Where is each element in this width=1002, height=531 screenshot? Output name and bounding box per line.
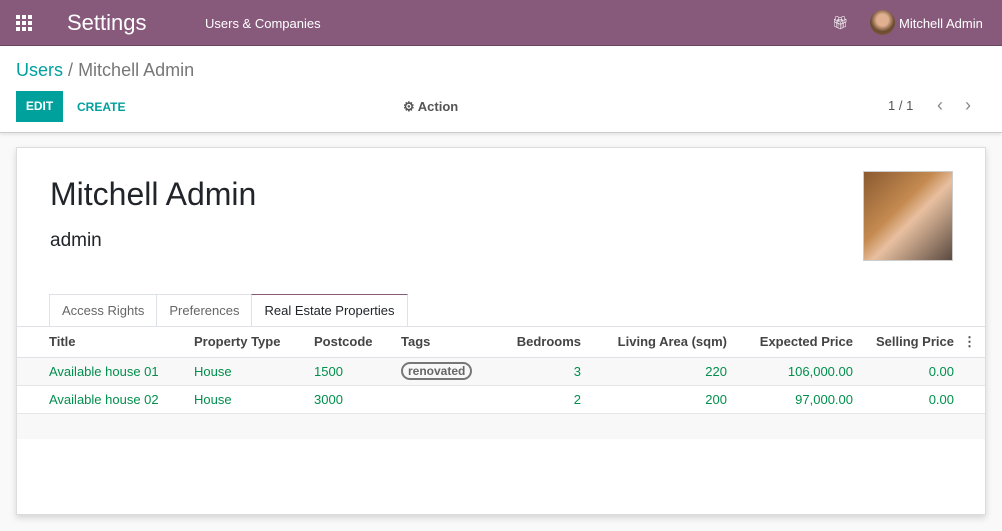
gift-icon[interactable]: 🎁︎ [832,15,849,30]
table-row[interactable]: Available house 02 House 3000 2 200 97,0… [17,385,985,414]
menu-users-companies[interactable]: Users & Companies [205,16,321,31]
cell-selling: 0.00 [853,357,954,386]
chevron-left-icon[interactable]: ‹ [937,95,943,115]
tab-divider [17,326,985,327]
tab-preferences[interactable]: Preferences [156,294,253,327]
user-name: Mitchell Admin [50,176,257,212]
pager-value[interactable]: 1 / 1 [888,98,914,113]
user-avatar[interactable] [870,10,895,35]
tag-badge: renovated [401,362,473,380]
user-photo [863,171,953,261]
col-postcode[interactable]: Postcode [314,327,401,358]
col-bedrooms[interactable]: Bedrooms [491,327,581,358]
cell-selling: 0.00 [853,385,954,414]
cell-area: 220 [581,357,727,386]
breadcrumb-users[interactable]: Users [16,60,64,80]
action-dropdown[interactable]: ⚙ Action [403,99,458,115]
action-label: Action [417,99,459,114]
table-header: Title Property Type Postcode Tags Bedroo… [17,327,985,358]
cell-area: 200 [581,385,727,414]
col-title[interactable]: Title [17,327,194,358]
breadcrumb: Users / Mitchell Admin [16,60,194,81]
cell-title: Available house 02 [17,385,194,414]
col-property-type[interactable]: Property Type [194,327,314,358]
notebook-tabs: Access Rights Preferences Real Estate Pr… [49,294,408,327]
user-menu[interactable]: Mitchell Admin [899,16,983,31]
form-sheet: Mitchell Admin admin Access Rights Prefe… [16,147,986,515]
chevron-right-icon[interactable]: › [965,95,971,115]
col-tags[interactable]: Tags [401,327,491,358]
breadcrumb-current: Mitchell Admin [78,60,195,80]
apps-grid-icon[interactable] [16,15,32,31]
cell-type: House [194,357,314,386]
empty-row [17,413,985,439]
cell-tags: renovated [401,357,491,386]
tab-real-estate-properties[interactable]: Real Estate Properties [251,294,408,327]
col-expected-price[interactable]: Expected Price [727,327,853,358]
cell-title: Available house 01 [17,357,194,386]
navbar: Settings Users & Companies 🎁︎ Mitchell A… [0,0,1002,46]
create-button[interactable]: CREATE [77,100,126,114]
edit-button[interactable]: EDIT [16,91,63,122]
app-title[interactable]: Settings [67,10,147,35]
tab-access-rights[interactable]: Access Rights [49,294,158,327]
table-row[interactable]: Available house 01 House 1500 renovated … [17,357,985,386]
user-login: admin [50,230,102,251]
control-panel: Users / Mitchell Admin EDIT CREATE ⚙ Act… [0,46,1002,133]
cell-spacer [954,385,985,414]
cell-spacer [954,357,985,386]
cell-type: House [194,385,314,414]
breadcrumb-separator: / [68,60,74,80]
cell-expected: 97,000.00 [727,385,853,414]
col-living-area[interactable]: Living Area (sqm) [581,327,727,358]
col-selling-price[interactable]: Selling Price [853,327,954,358]
gear-icon: ⚙ [403,99,415,114]
cell-tags [401,385,491,414]
cell-expected: 106,000.00 [727,357,853,386]
cell-bedrooms: 2 [491,385,581,414]
cell-postcode: 3000 [314,385,401,414]
cell-bedrooms: 3 [491,357,581,386]
properties-table: Title Property Type Postcode Tags Bedroo… [17,327,985,439]
cell-postcode: 1500 [314,357,401,386]
kebab-menu-icon[interactable]: ⋮ [954,327,985,358]
